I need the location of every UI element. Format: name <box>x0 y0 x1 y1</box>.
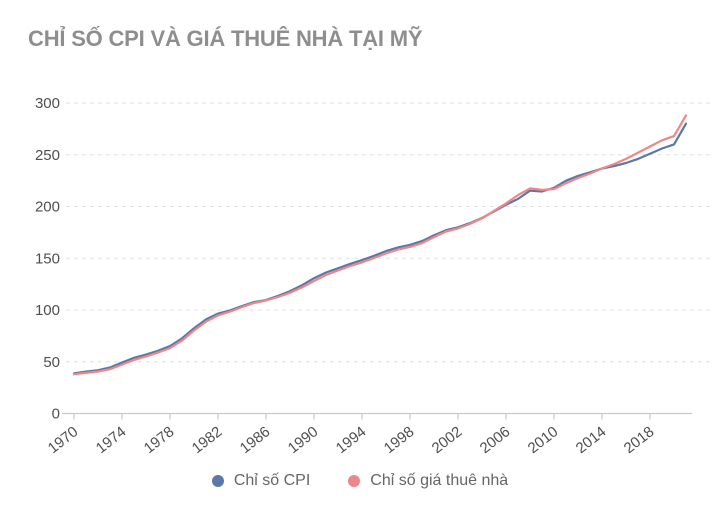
chart-legend: Chỉ số CPI Chỉ số giá thuê nhà <box>0 472 720 490</box>
x-axis-label-2014: 2014 <box>573 423 610 457</box>
y-axis-label-50: 50 <box>43 354 60 371</box>
x-axis-label-2006: 2006 <box>477 423 514 457</box>
x-axis-label-1974: 1974 <box>93 423 130 457</box>
x-axis-label-1990: 1990 <box>285 423 322 457</box>
x-axis-label-1982: 1982 <box>189 423 226 457</box>
y-axis-label-250: 250 <box>35 147 60 164</box>
y-axis-label-200: 200 <box>35 199 60 216</box>
x-axis-label-1978: 1978 <box>141 423 178 457</box>
rent-legend-dot-icon <box>348 475 361 487</box>
rent-legend-label: Chỉ số giá thuê nhà <box>370 472 509 489</box>
x-axis-label-1970: 1970 <box>45 423 82 457</box>
x-axis-label-2018: 2018 <box>621 423 658 457</box>
x-axis-label-1994: 1994 <box>333 423 370 457</box>
rent-line-series <box>72 114 688 376</box>
cpi-legend-label: Chỉ số CPI <box>233 472 311 489</box>
legend-item-cpi[interactable]: Chỉ số CPI <box>211 472 311 490</box>
y-axis-label-0: 0 <box>52 406 60 423</box>
cpi-rent-line-chart: 0 50 100 150 200 250 300 1970 1974 1978 1982 1986 19… <box>35 95 714 457</box>
x-axis-label-1998: 1998 <box>381 423 418 457</box>
cpi-legend-dot-icon <box>211 475 224 487</box>
y-axis-label-100: 100 <box>35 302 60 319</box>
cpi-line-series <box>72 122 688 375</box>
x-axis-label-2002: 2002 <box>429 423 466 457</box>
legend-item-rent[interactable]: Chỉ số giá thuê nhà <box>348 472 508 490</box>
y-axis-label-150: 150 <box>35 250 60 267</box>
x-axis-label-1986: 1986 <box>237 423 274 457</box>
y-axis-label-300: 300 <box>35 95 60 112</box>
x-axis-label-2010: 2010 <box>525 423 562 457</box>
chart-title: CHỈ SỐ CPI VÀ GIÁ THUÊ NHÀ TẠI MỸ <box>28 26 423 51</box>
